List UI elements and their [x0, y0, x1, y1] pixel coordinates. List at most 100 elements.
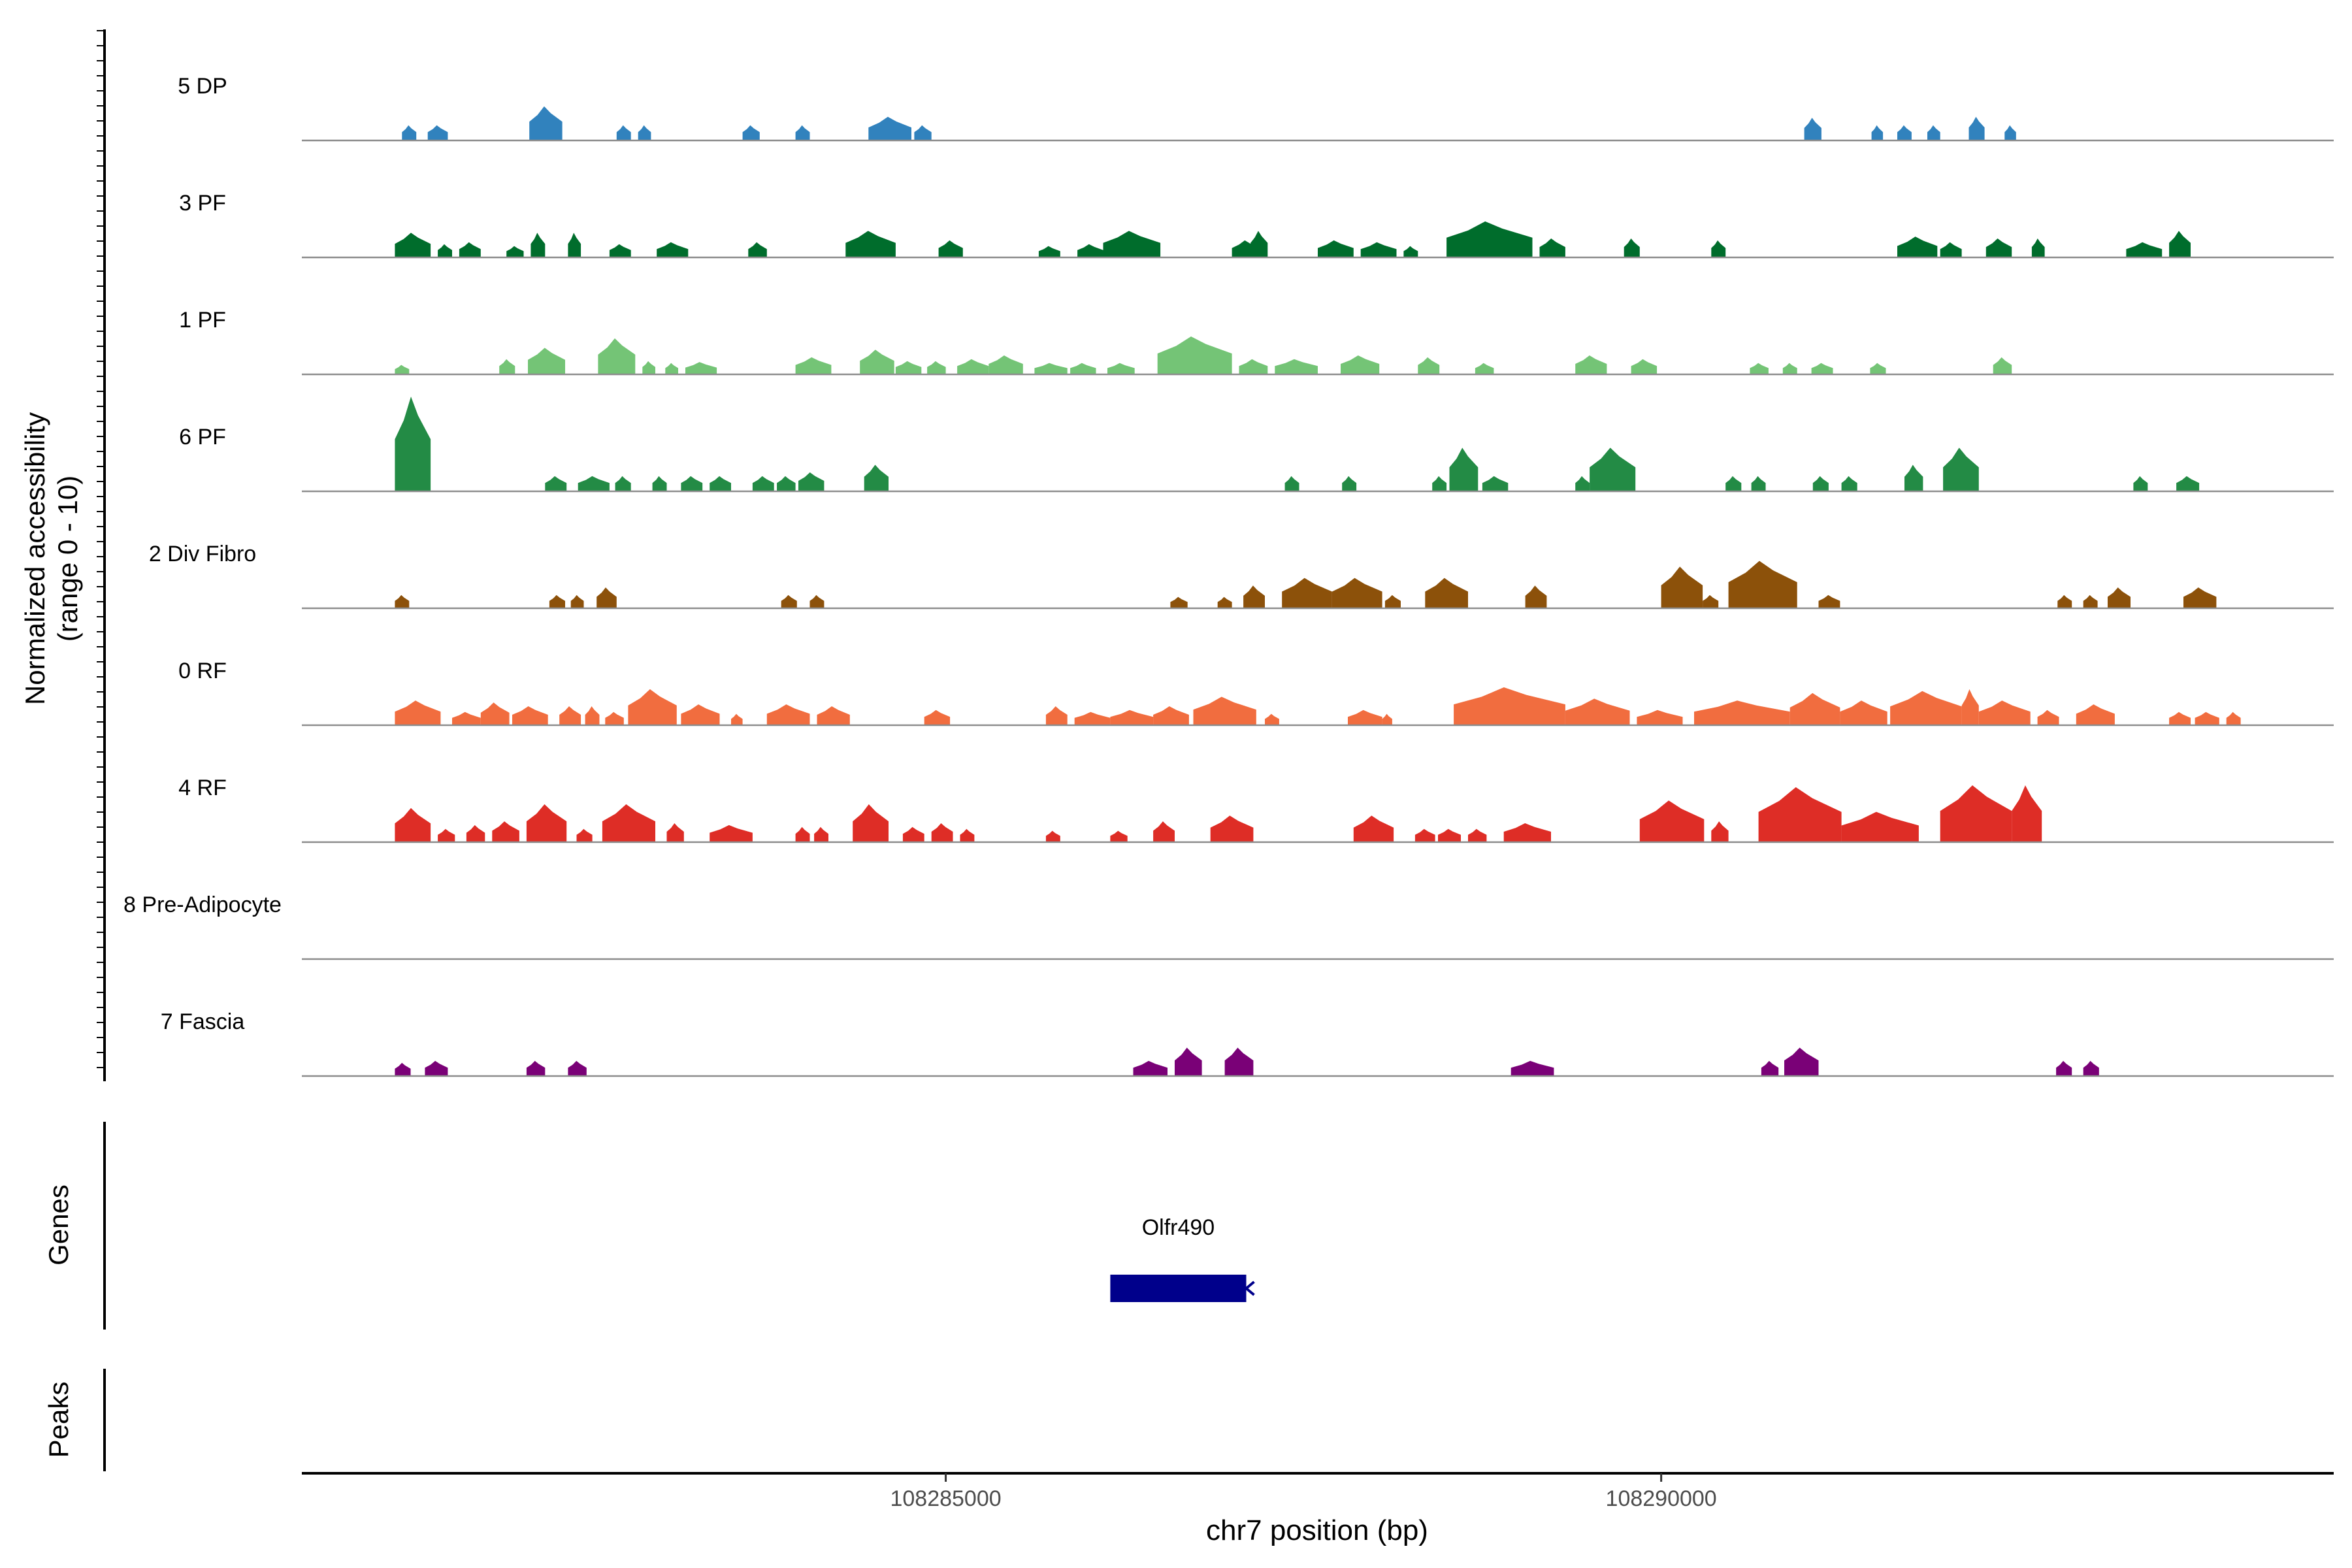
- coverage-peak: [1432, 476, 1447, 491]
- coverage-peak: [1703, 595, 1719, 608]
- x-tick-label: 108290000: [1606, 1486, 1717, 1511]
- coverage-peak: [1694, 700, 1790, 725]
- coverage-peak: [1751, 476, 1766, 491]
- coverage-peak: [665, 363, 678, 374]
- coverage-peak: [1034, 363, 1068, 374]
- x-axis-ticks: 108285000 108290000: [890, 1473, 1717, 1511]
- coverage-peak: [1811, 363, 1833, 374]
- coverage-peak: [1940, 242, 1962, 257]
- coverage-peak: [1438, 828, 1461, 842]
- track-4: 2 Div Fibro: [149, 542, 2334, 610]
- coverage-peak: [1224, 1047, 1254, 1076]
- coverage-peak: [1414, 828, 1435, 842]
- coverage-peak: [529, 106, 563, 140]
- coverage-peak: [395, 397, 431, 491]
- coverage-peak: [1318, 240, 1354, 257]
- track-label: 3 PF: [179, 191, 226, 216]
- coverage-peak: [1384, 595, 1401, 608]
- coverage-peak: [1782, 363, 1797, 374]
- coverage-tracks: 5 DP 3 PF 1 PF 6 PF 2 Div Fibro 0 RF 4 RF 8 Pre…: [123, 74, 2334, 1077]
- coverage-peak: [2108, 587, 2131, 608]
- coverage-peak: [1565, 698, 1630, 725]
- coverage-peak: [1153, 821, 1175, 842]
- coverage-peak: [938, 240, 963, 257]
- coverage-peak: [438, 828, 455, 842]
- coverage-peak: [2012, 785, 2042, 842]
- coverage-peak: [1943, 448, 1979, 491]
- coverage-peak: [845, 231, 896, 257]
- coverage-peak: [585, 706, 600, 725]
- coverage-peak: [1250, 231, 1268, 257]
- genes-panel-title: Genes: [43, 1184, 74, 1266]
- coverage-peak: [2195, 711, 2219, 725]
- coverage-peak: [526, 804, 567, 842]
- coverage-peak: [1446, 221, 1533, 257]
- coverage-peak: [1482, 476, 1509, 491]
- coverage-peak: [1403, 246, 1418, 257]
- peaks-panel-title: Peaks: [43, 1382, 74, 1458]
- coverage-peak: [1265, 713, 1279, 725]
- coverage-peak: [957, 359, 989, 374]
- coverage-peak: [1153, 706, 1189, 725]
- coverage-peak: [1661, 566, 1703, 608]
- coverage-peak: [459, 242, 481, 257]
- coverage-peak: [605, 711, 624, 725]
- coverage-peak: [395, 700, 441, 725]
- coverage-peak: [2183, 587, 2217, 608]
- coverage-peak: [777, 476, 796, 491]
- coverage-peak: [814, 826, 828, 842]
- coverage-peak: [642, 361, 655, 374]
- coverage-peak: [1750, 363, 1769, 374]
- coverage-peak: [576, 828, 593, 842]
- coverage-peak: [1961, 689, 1979, 725]
- coverage-peak: [1840, 700, 1887, 725]
- coverage-peak: [1897, 237, 1938, 257]
- coverage-peak: [528, 348, 565, 374]
- coverage-peak: [1210, 815, 1254, 842]
- coverage-peak: [931, 823, 953, 842]
- coverage-peak: [902, 826, 924, 842]
- coverage-peak: [425, 1060, 448, 1076]
- coverage-peak: [1870, 363, 1886, 374]
- coverage-peak: [1784, 1047, 1819, 1076]
- coverage-peak: [710, 825, 753, 842]
- coverage-peak: [666, 823, 684, 842]
- coverage-peak: [499, 359, 515, 374]
- coverage-peak: [1590, 448, 1636, 491]
- track-6: 4 RF: [178, 776, 2334, 843]
- coverage-peak: [1624, 238, 1640, 257]
- track-3: 6 PF: [179, 397, 2334, 493]
- coverage-peak: [1525, 585, 1547, 608]
- coverage-peak: [927, 361, 946, 374]
- coverage-peak: [960, 828, 975, 842]
- coverage-peak: [2076, 704, 2115, 725]
- coverage-peak: [2083, 1060, 2099, 1076]
- track-2: 1 PF: [179, 308, 2334, 376]
- coverage-peak: [1789, 693, 1840, 725]
- coverage-peak: [2057, 595, 2072, 608]
- track-label: 7 Fascia: [161, 1009, 245, 1034]
- coverage-peak: [1468, 828, 1487, 842]
- coverage-peak: [427, 125, 448, 140]
- coverage-peak: [609, 244, 631, 257]
- coverage-peak: [1103, 231, 1161, 257]
- coverage-peak: [395, 808, 431, 842]
- coverage-peak: [616, 125, 631, 140]
- coverage-peak: [480, 702, 510, 725]
- coverage-peak: [1804, 118, 1821, 140]
- coverage-peak: [1758, 787, 1842, 842]
- coverage-peak: [1045, 830, 1060, 842]
- coverage-peak: [1243, 585, 1265, 608]
- coverage-peak: [766, 704, 810, 725]
- coverage-peak: [1193, 696, 1256, 725]
- coverage-peak: [853, 804, 889, 842]
- track-7: 8 Pre-Adipocyte: [123, 892, 2334, 960]
- coverage-peak: [1157, 336, 1232, 374]
- coverage-peak: [395, 233, 431, 257]
- coverage-peak: [596, 587, 617, 608]
- coverage-peak: [860, 350, 894, 374]
- coverage-peak: [570, 595, 584, 608]
- coverage-peak: [731, 713, 743, 725]
- coverage-peak: [1341, 355, 1380, 374]
